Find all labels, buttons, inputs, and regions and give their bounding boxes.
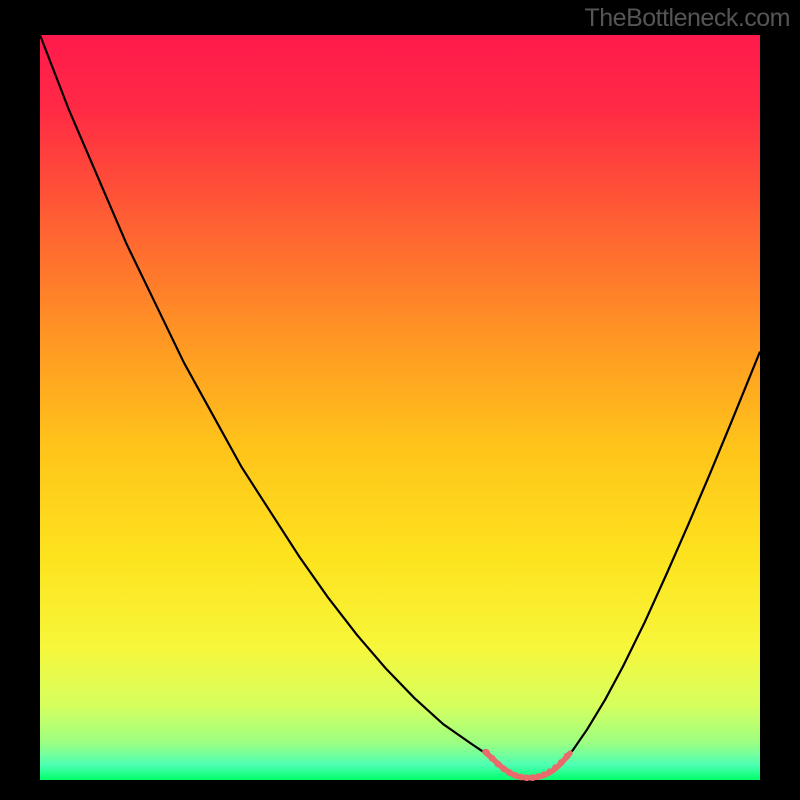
plot-background — [40, 35, 760, 780]
watermark-text: TheBottleneck.com — [585, 4, 791, 33]
chart-canvas: TheBottleneck.com — [0, 0, 800, 800]
chart-svg — [0, 0, 800, 800]
